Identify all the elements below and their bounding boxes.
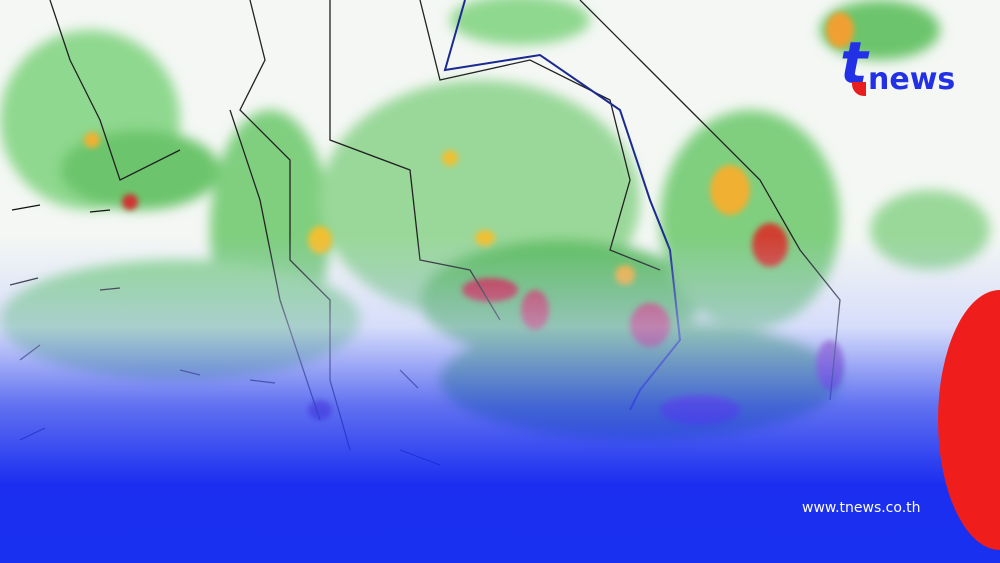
tnews-logo: t news bbox=[838, 34, 958, 100]
logo-news-text: news bbox=[868, 62, 956, 97]
logo-red-accent bbox=[852, 82, 866, 96]
website-url: www.tnews.co.th bbox=[802, 500, 921, 516]
